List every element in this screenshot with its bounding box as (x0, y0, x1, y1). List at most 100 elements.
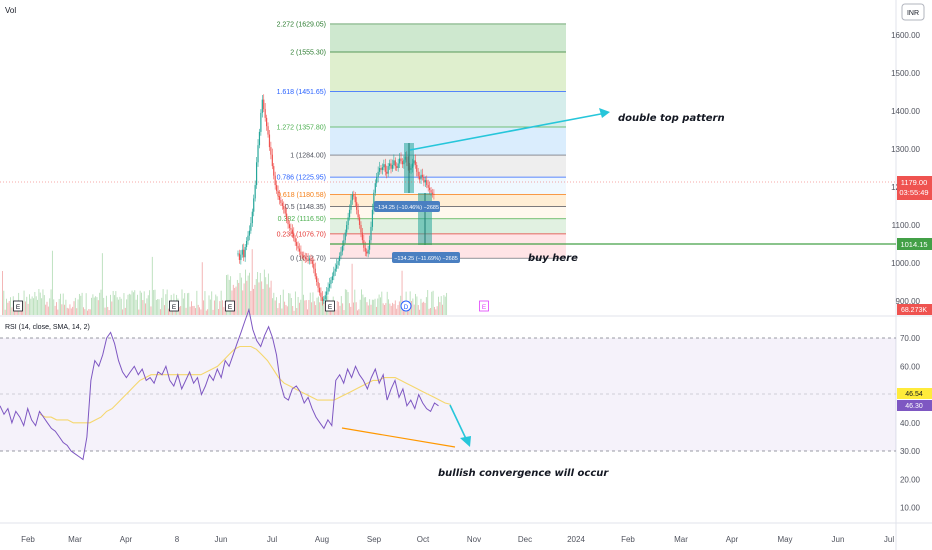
volume-bar (424, 302, 426, 315)
volume-bar (37, 299, 38, 315)
volume-bar (209, 299, 211, 315)
candle (318, 287, 321, 293)
volume-bar (51, 250, 53, 315)
volume-bar (180, 306, 182, 315)
candle (307, 259, 309, 260)
volume-bar (130, 294, 132, 315)
volume-bar (161, 297, 163, 315)
volume-bar (208, 295, 210, 315)
volume-bar (60, 293, 61, 315)
volume-bar (381, 291, 383, 315)
volume-bar (280, 294, 281, 315)
volume-bar (3, 290, 5, 315)
volume-bar (294, 291, 296, 315)
volume-bar (191, 301, 192, 315)
volume-bar (286, 306, 288, 315)
volume-bar (34, 291, 36, 315)
volume-bar (238, 282, 240, 315)
rsi-tick: 40.00 (900, 419, 921, 428)
volume-bar (250, 290, 252, 315)
volume-bar (366, 302, 368, 315)
double-top-arrow[interactable] (409, 112, 607, 151)
volume-bar (200, 309, 202, 315)
currency-button[interactable] (901, 3, 925, 21)
volume-bar (203, 300, 205, 315)
double-top-arrowhead (599, 108, 610, 118)
volume-bar (289, 293, 291, 315)
time-tick: Mar (674, 535, 688, 544)
volume-bar (303, 294, 304, 315)
volume-bar (284, 301, 286, 315)
volume-bar (178, 306, 180, 315)
volume-bar (101, 253, 103, 315)
time-axis[interactable]: Feb Mar Apr 8 Jun Jul Aug Sep Oct Nov Dec 2024 Feb Ma… (21, 535, 894, 544)
volume-bar (423, 301, 425, 315)
volume-bar (222, 300, 223, 315)
candle (250, 223, 252, 231)
candle (414, 160, 416, 165)
volume-bar (420, 298, 422, 315)
candle (288, 224, 291, 229)
volume-bar (353, 302, 354, 315)
volume-bar (415, 293, 416, 315)
rsi-arrow[interactable] (449, 404, 469, 444)
candle (320, 292, 322, 298)
candle (264, 109, 266, 118)
volume-bar (119, 296, 121, 315)
volume-bar (99, 292, 101, 315)
earnings-marker[interactable] (169, 300, 179, 312)
earnings-marker[interactable] (13, 300, 23, 312)
candle (387, 166, 389, 174)
volume-bar (41, 298, 43, 315)
volume-bar (389, 303, 391, 315)
divergence-line[interactable] (341, 427, 456, 448)
volume-bar (87, 310, 88, 315)
candle (314, 268, 316, 277)
volume-bar (168, 308, 169, 315)
volume-bar (184, 293, 186, 315)
volume-bar (93, 297, 95, 315)
volume-bar (299, 302, 300, 315)
volume-bar (439, 302, 441, 315)
volume-bar (182, 298, 184, 315)
volume-bar (114, 295, 115, 315)
volume-bar (396, 308, 398, 315)
candle (357, 209, 359, 218)
volume-bar (388, 299, 389, 315)
candle (423, 177, 425, 183)
dividend-marker[interactable] (400, 300, 412, 312)
volume-bar (350, 306, 352, 315)
earnings-marker[interactable] (479, 300, 489, 312)
volume-bar (38, 289, 40, 315)
volume-bar (236, 279, 238, 315)
candle (306, 258, 308, 260)
candle (304, 257, 306, 259)
candle (254, 185, 256, 199)
price-tick: 1000.00 (891, 259, 920, 268)
volume-bar (219, 301, 221, 315)
price-tick: 1300.00 (891, 145, 920, 154)
candle (393, 160, 395, 165)
fib-zone (330, 218, 566, 234)
time-tick: 8 (175, 535, 180, 544)
earnings-marker[interactable] (225, 300, 235, 312)
volume-bar (215, 294, 217, 315)
volume-bar (84, 309, 86, 315)
volume-bar (33, 298, 34, 315)
volume-bar (185, 307, 187, 315)
volume-bar (134, 290, 136, 315)
fibonacci-retracement[interactable]: 2.272 (1629.05) 2 (1555.30) 1.618 (1451.65… (277, 21, 566, 263)
candle (341, 245, 343, 252)
candle (371, 209, 374, 227)
rsi-line (0, 307, 439, 461)
candle (361, 232, 364, 241)
volume-bar (419, 309, 421, 315)
volume-bar (162, 289, 164, 315)
volume-bar (4, 309, 6, 315)
fib-zone (330, 155, 566, 178)
candle (303, 255, 305, 258)
earnings-marker[interactable] (325, 300, 335, 312)
